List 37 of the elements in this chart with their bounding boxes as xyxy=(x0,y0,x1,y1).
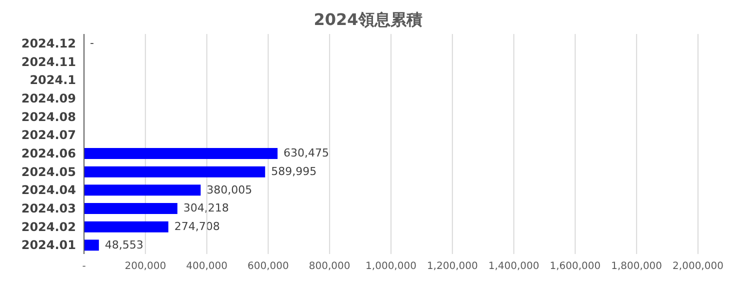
data-label: 274,708 xyxy=(174,220,220,233)
x-tick-label: 1,400,000 xyxy=(488,261,540,272)
data-label: 48,553 xyxy=(104,238,144,252)
y-tick-label: 2024.06 xyxy=(21,146,76,160)
bar xyxy=(84,148,278,159)
y-tick-label: 2024.1 xyxy=(30,73,76,88)
bar xyxy=(84,240,99,251)
x-tick-label: 1,000,000 xyxy=(366,261,416,272)
y-tick-label: 2024.09 xyxy=(21,91,76,106)
x-tick-label: 1,800,000 xyxy=(611,261,662,272)
x-tick-label: 400,000 xyxy=(186,261,228,272)
data-label: 304,218 xyxy=(183,202,229,215)
bar xyxy=(84,166,266,178)
y-tick-label: 2024.11 xyxy=(21,54,76,69)
data-label: - xyxy=(90,36,94,50)
y-tick-label: 2024.12 xyxy=(21,36,76,50)
y-tick-label: 2024.03 xyxy=(21,201,76,216)
x-tick-label: 200,000 xyxy=(124,261,166,272)
x-tick-label: 600,000 xyxy=(248,261,289,272)
bar xyxy=(84,221,168,232)
bar xyxy=(84,203,178,214)
y-tick-label: 2024.01 xyxy=(21,238,76,252)
chart-title: 2024領息累積 xyxy=(312,9,424,31)
x-tick-label: 2,000,000 xyxy=(672,261,724,272)
y-tick-label: 2024.08 xyxy=(21,110,76,124)
data-label: 589,995 xyxy=(271,165,317,178)
data-label: 380,005 xyxy=(206,183,252,196)
y-tick-label: 2024.05 xyxy=(21,164,76,179)
x-tick-label: 1,600,000 xyxy=(550,261,601,272)
y-tick-label: 2024.04 xyxy=(21,183,76,198)
y-tick-label: 2024.02 xyxy=(21,220,76,234)
x-tick-label: 800,000 xyxy=(308,261,350,272)
data-label: 630,475 xyxy=(284,146,330,160)
x-tick-label: 1,200,000 xyxy=(426,261,478,272)
y-tick-label: 2024.07 xyxy=(21,128,76,142)
x-tick-label: - xyxy=(82,261,86,272)
bar xyxy=(84,184,201,196)
